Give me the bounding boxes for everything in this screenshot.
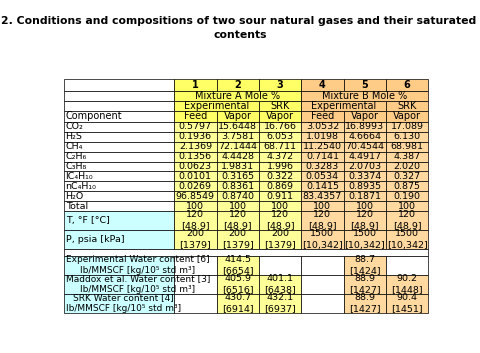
Bar bbox=[301, 201, 344, 211]
Text: 2.1369: 2.1369 bbox=[179, 142, 212, 151]
Text: contents: contents bbox=[213, 30, 267, 40]
Bar bbox=[386, 201, 428, 211]
Bar bbox=[259, 162, 301, 172]
Bar bbox=[344, 201, 386, 211]
Text: Vapor: Vapor bbox=[351, 112, 379, 121]
Bar bbox=[174, 132, 216, 142]
Text: 200
[1379]: 200 [1379] bbox=[180, 229, 211, 250]
Text: 0.869: 0.869 bbox=[266, 182, 294, 191]
Bar bbox=[174, 211, 216, 229]
Bar bbox=[259, 132, 301, 142]
Bar bbox=[386, 142, 428, 152]
Text: 0.3374: 0.3374 bbox=[348, 172, 382, 181]
Bar bbox=[301, 111, 344, 122]
Text: SRK Water content [4]
lb/MMSCF [kg/10⁵ std m³]: SRK Water content [4] lb/MMSCF [kg/10⁵ s… bbox=[66, 293, 180, 313]
Bar bbox=[259, 152, 301, 162]
Text: Experimental: Experimental bbox=[311, 101, 376, 111]
Text: Mixture B Mole %: Mixture B Mole % bbox=[322, 91, 408, 101]
Text: CH₄: CH₄ bbox=[66, 142, 83, 151]
Text: 83.4357: 83.4357 bbox=[303, 192, 342, 201]
Bar bbox=[344, 162, 386, 172]
Text: 3: 3 bbox=[276, 80, 283, 90]
Text: 0.1871: 0.1871 bbox=[348, 192, 381, 201]
Text: 1500
[10,342]: 1500 [10,342] bbox=[387, 229, 428, 250]
Bar bbox=[64, 132, 174, 142]
Bar bbox=[344, 211, 386, 229]
Bar bbox=[386, 101, 428, 111]
Text: 1.9831: 1.9831 bbox=[221, 162, 254, 171]
Bar bbox=[174, 181, 216, 191]
Bar bbox=[386, 172, 428, 181]
Text: 11.2540: 11.2540 bbox=[303, 142, 342, 151]
Text: 4.4428: 4.4428 bbox=[221, 152, 254, 161]
Bar bbox=[174, 90, 301, 101]
Bar bbox=[386, 111, 428, 122]
Bar bbox=[216, 142, 259, 152]
Text: 430.7
[6914]: 430.7 [6914] bbox=[222, 293, 253, 313]
Bar bbox=[64, 201, 174, 211]
Bar bbox=[216, 172, 259, 181]
Text: 0.911: 0.911 bbox=[266, 192, 294, 201]
Text: 0.8935: 0.8935 bbox=[348, 182, 381, 191]
Bar bbox=[301, 152, 344, 162]
Text: 4.372: 4.372 bbox=[266, 152, 294, 161]
Text: 0.8740: 0.8740 bbox=[221, 192, 254, 201]
Bar bbox=[301, 181, 344, 191]
Text: 100: 100 bbox=[398, 202, 416, 211]
Text: SRK: SRK bbox=[270, 101, 290, 111]
Text: 0.1936: 0.1936 bbox=[179, 132, 212, 141]
Text: 0.0534: 0.0534 bbox=[306, 172, 339, 181]
Text: 0.327: 0.327 bbox=[394, 172, 420, 181]
Text: 200
[1379]: 200 [1379] bbox=[264, 229, 296, 250]
Text: 100: 100 bbox=[186, 202, 204, 211]
Bar bbox=[259, 79, 301, 90]
Text: 100: 100 bbox=[271, 202, 289, 211]
Text: 2.0703: 2.0703 bbox=[348, 162, 381, 171]
Bar bbox=[64, 256, 174, 275]
Bar bbox=[344, 256, 386, 275]
Bar bbox=[386, 211, 428, 229]
Text: 4.6664: 4.6664 bbox=[348, 132, 381, 141]
Bar bbox=[301, 294, 344, 313]
Text: 0.0101: 0.0101 bbox=[179, 172, 212, 181]
Bar bbox=[259, 101, 301, 111]
Text: C₃H₈: C₃H₈ bbox=[66, 162, 87, 171]
Bar bbox=[174, 294, 216, 313]
Bar bbox=[64, 101, 174, 111]
Bar bbox=[64, 122, 174, 132]
Bar bbox=[344, 172, 386, 181]
Text: 0.5797: 0.5797 bbox=[179, 122, 212, 131]
Bar bbox=[344, 111, 386, 122]
Text: C₂H₆: C₂H₆ bbox=[66, 152, 87, 161]
Text: 68.711: 68.711 bbox=[264, 142, 297, 151]
Bar bbox=[174, 229, 216, 250]
Text: 120
[48.9]: 120 [48.9] bbox=[223, 210, 252, 231]
Bar bbox=[386, 162, 428, 172]
Text: 0.0269: 0.0269 bbox=[179, 182, 212, 191]
Bar bbox=[216, 275, 259, 294]
Bar bbox=[216, 122, 259, 132]
Bar bbox=[64, 172, 174, 181]
Text: 1.996: 1.996 bbox=[266, 162, 294, 171]
Text: Experimental: Experimental bbox=[184, 101, 249, 111]
Text: 405.9
[6516]: 405.9 [6516] bbox=[222, 274, 253, 294]
Bar bbox=[259, 181, 301, 191]
Text: 16.8993: 16.8993 bbox=[345, 122, 384, 131]
Bar bbox=[259, 211, 301, 229]
Text: 2: 2 bbox=[234, 80, 241, 90]
Text: 120
[48.9]: 120 [48.9] bbox=[308, 210, 337, 231]
Bar bbox=[386, 275, 428, 294]
Text: 0.3283: 0.3283 bbox=[306, 162, 339, 171]
Bar bbox=[64, 162, 174, 172]
Bar bbox=[174, 101, 259, 111]
Text: 100: 100 bbox=[228, 202, 247, 211]
Text: Maddox et al. Water content [3]
lb/MMSCF [kg/10⁵ std m³]: Maddox et al. Water content [3] lb/MMSCF… bbox=[66, 274, 210, 294]
Text: 17.089: 17.089 bbox=[391, 122, 424, 131]
Text: 88.9
[1427]: 88.9 [1427] bbox=[349, 274, 381, 294]
Bar bbox=[174, 275, 216, 294]
Text: 1500
[10,342]: 1500 [10,342] bbox=[302, 229, 343, 250]
Bar bbox=[301, 172, 344, 181]
Bar bbox=[301, 229, 344, 250]
Bar bbox=[301, 256, 344, 275]
Text: SRK: SRK bbox=[397, 101, 417, 111]
